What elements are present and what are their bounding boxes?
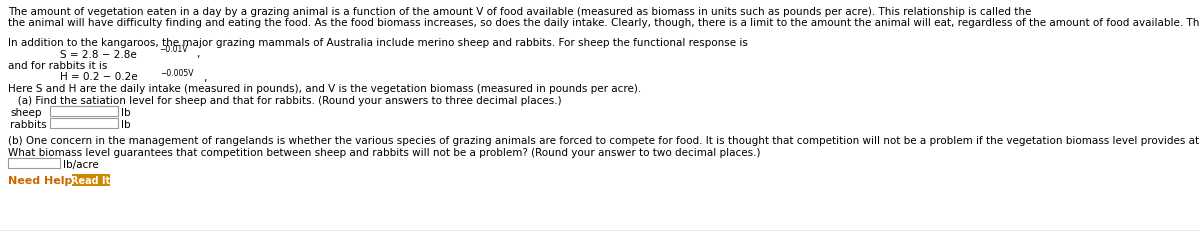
Text: lb/acre: lb/acre [64,160,98,170]
Text: ,: , [196,49,199,59]
FancyBboxPatch shape [8,158,60,168]
Text: ,: , [203,72,206,82]
Text: lb: lb [121,120,131,130]
FancyBboxPatch shape [72,174,110,186]
Text: What biomass level guarantees that competition between sheep and rabbits will no: What biomass level guarantees that compe… [8,147,761,158]
Text: Need Help?: Need Help? [8,175,79,185]
Text: Read It: Read It [72,175,110,185]
Text: the animal will have difficulty finding and eating the food. As the food biomass: the animal will have difficulty finding … [8,18,1200,28]
Text: S = 2.8 − 2.8e: S = 2.8 − 2.8e [60,49,137,59]
Text: The amount of vegetation eaten in a day by a grazing animal is a function of the: The amount of vegetation eaten in a day … [8,7,1034,17]
Text: and for rabbits it is: and for rabbits it is [8,61,107,71]
Text: lb: lb [121,108,131,118]
FancyBboxPatch shape [50,117,118,127]
Text: −0.005V: −0.005V [160,69,193,78]
FancyBboxPatch shape [50,106,118,116]
Text: sheep: sheep [10,108,42,118]
Text: H = 0.2 − 0.2e: H = 0.2 − 0.2e [60,72,138,82]
Text: In addition to the kangaroos, the major grazing mammals of Australia include mer: In addition to the kangaroos, the major … [8,38,748,48]
Text: −0.01V: −0.01V [160,45,187,55]
Text: (a) Find the satiation level for sheep and that for rabbits. (Round your answers: (a) Find the satiation level for sheep a… [8,96,562,106]
Text: Here S and H are the daily intake (measured in pounds), and V is the vegetation : Here S and H are the daily intake (measu… [8,84,641,94]
Text: rabbits: rabbits [10,120,47,130]
Text: (b) One concern in the management of rangelands is whether the various species o: (b) One concern in the management of ran… [8,136,1200,146]
